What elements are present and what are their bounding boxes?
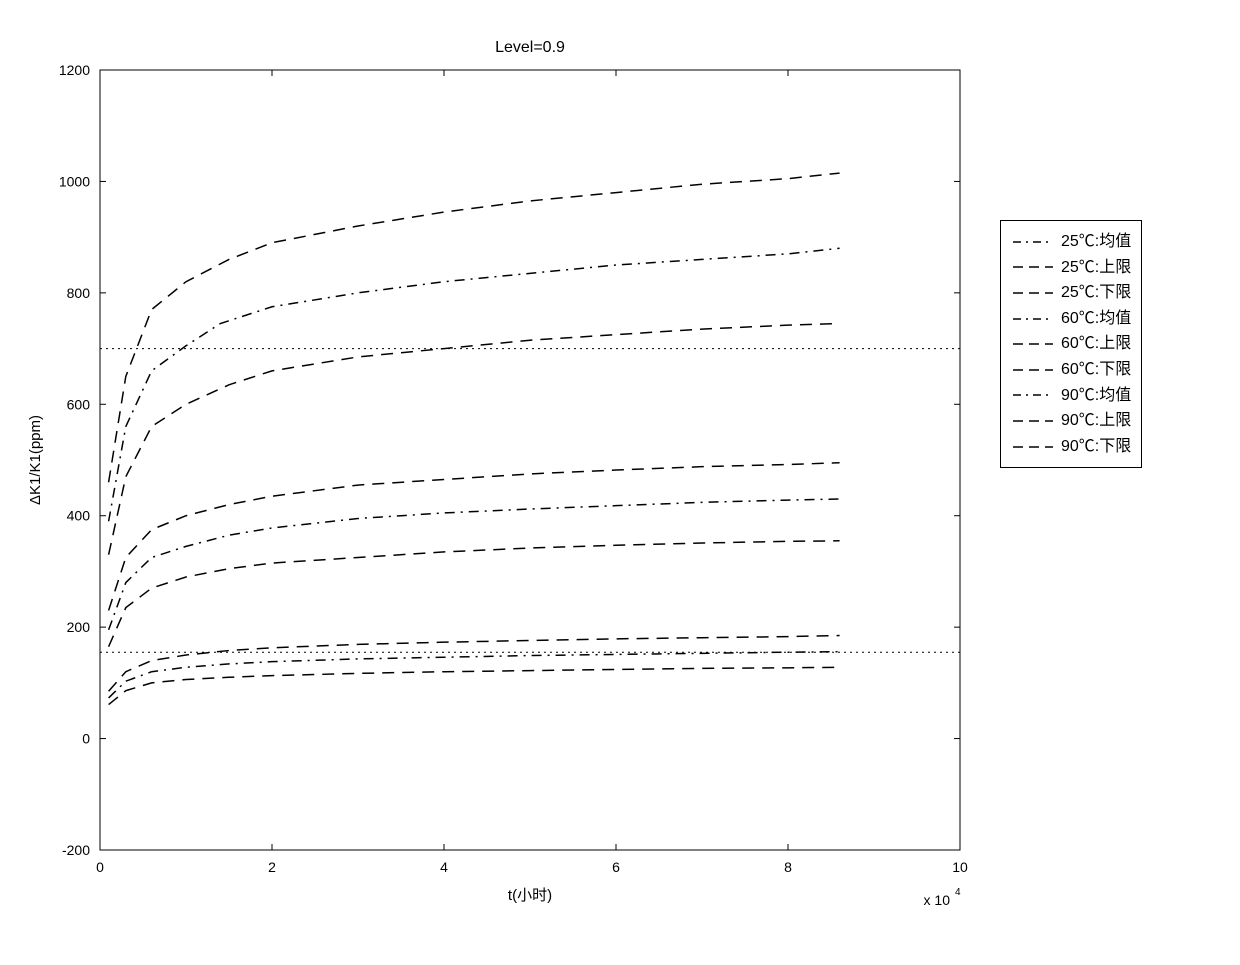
xtick-label: 4 (440, 859, 448, 875)
ytick-label: 600 (67, 396, 91, 412)
legend-label: 90℃:均值 (1061, 383, 1131, 409)
ytick-label: 1000 (59, 173, 90, 189)
legend-row: 25℃:下限 (1011, 280, 1131, 306)
ytick-label: 200 (67, 619, 91, 635)
x-scale-label: x 10 (924, 892, 951, 908)
legend-row: 90℃:下限 (1011, 434, 1131, 460)
legend-label: 25℃:下限 (1061, 280, 1131, 306)
legend-label: 90℃:下限 (1061, 434, 1131, 460)
legend-swatch (1011, 363, 1055, 377)
series-s60_lower (109, 541, 840, 647)
legend-row: 25℃:均值 (1011, 229, 1131, 255)
legend-swatch (1011, 235, 1055, 249)
legend-label: 90℃:上限 (1061, 408, 1131, 434)
xtick-label: 10 (952, 859, 968, 875)
legend-swatch (1011, 260, 1055, 274)
ytick-label: -200 (62, 842, 90, 858)
legend-swatch (1011, 388, 1055, 402)
series-s90_mean (109, 248, 840, 521)
series-s60_upper (109, 463, 840, 611)
legend-swatch (1011, 440, 1055, 454)
x-scale-exponent: 4 (955, 887, 961, 898)
xtick-label: 6 (612, 859, 620, 875)
legend-label: 25℃:上限 (1061, 255, 1131, 281)
ytick-label: 0 (82, 731, 90, 747)
legend-swatch (1011, 337, 1055, 351)
xtick-label: 8 (784, 859, 792, 875)
legend-label: 25℃:均值 (1061, 229, 1131, 255)
chart-title: Level=0.9 (495, 39, 565, 56)
ytick-label: 800 (67, 285, 91, 301)
plot-box (100, 70, 960, 850)
chart-container: Level=0.9 -200 0 200 400 600 800 1000 1200 0 2 4 6 8 1… (20, 20, 1220, 945)
legend-row: 90℃:上限 (1011, 408, 1131, 434)
plot-area: Level=0.9 -200 0 200 400 600 800 1000 1200 0 2 4 6 8 1… (20, 20, 980, 945)
legend-label: 60℃:均值 (1061, 306, 1131, 332)
legend-label: 60℃:上限 (1061, 331, 1131, 357)
legend-row: 60℃:均值 (1011, 306, 1131, 332)
series-s25_upper (109, 636, 840, 692)
legend-row: 25℃:上限 (1011, 255, 1131, 281)
legend-box: 25℃:均值25℃:上限25℃:下限60℃:均值60℃:上限60℃:下限90℃:… (1000, 220, 1142, 468)
xlabel: t(小时) (508, 887, 552, 904)
legend-label: 60℃:下限 (1061, 357, 1131, 383)
series-s25_lower (109, 667, 840, 704)
xtick-label: 2 (268, 859, 276, 875)
ylabel: ΔK1/K1(ppm) (27, 415, 44, 505)
legend-swatch (1011, 312, 1055, 326)
ytick-label: 400 (67, 508, 91, 524)
legend-swatch (1011, 414, 1055, 428)
series-s25_mean (109, 652, 840, 698)
xtick-label: 0 (96, 859, 104, 875)
legend-swatch (1011, 286, 1055, 300)
legend-row: 60℃:下限 (1011, 357, 1131, 383)
series-s60_mean (109, 499, 840, 630)
ytick-label: 1200 (59, 62, 90, 78)
legend-row: 60℃:上限 (1011, 331, 1131, 357)
legend-row: 90℃:均值 (1011, 383, 1131, 409)
series-s90_lower (109, 324, 840, 555)
chart-svg: Level=0.9 -200 0 200 400 600 800 1000 1200 0 2 4 6 8 1… (20, 20, 980, 940)
